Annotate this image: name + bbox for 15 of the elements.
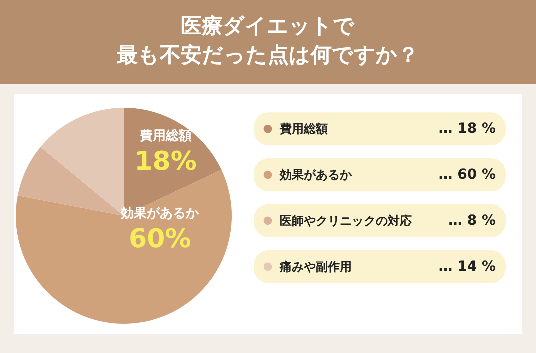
legend-label: 効果があるか	[279, 168, 353, 182]
legend-label: 痛みや副作用	[279, 260, 352, 274]
chart-title: 医療ダイエットで	[180, 13, 356, 40]
text: 60%	[129, 224, 192, 255]
slice-label: 費用総額	[138, 128, 192, 144]
legend-label: 医師やクリニックの対応	[280, 214, 412, 228]
data-label: … 8 %	[448, 212, 496, 229]
pie-slice	[16, 170, 232, 324]
data-label: … 18 %	[438, 121, 496, 138]
slice-label: 効果があるか	[120, 206, 200, 222]
text: 18%	[134, 147, 197, 178]
legend-label: 費用総額	[279, 122, 328, 136]
data-label: … 60 %	[438, 167, 496, 184]
data-label: … 14 %	[438, 258, 496, 275]
chart-subtitle: 最も不安だった点は何ですか？	[116, 42, 420, 69]
